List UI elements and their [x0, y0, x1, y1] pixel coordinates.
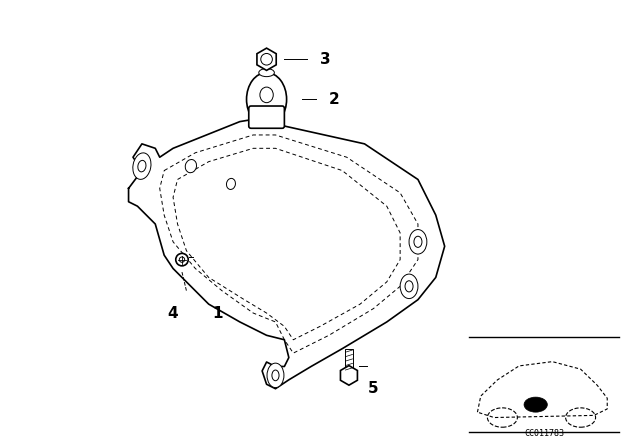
Ellipse shape: [227, 178, 236, 190]
Ellipse shape: [133, 153, 151, 179]
Ellipse shape: [400, 274, 418, 298]
Polygon shape: [129, 117, 445, 389]
Circle shape: [260, 53, 273, 65]
FancyBboxPatch shape: [249, 106, 284, 128]
Text: 1: 1: [212, 306, 223, 321]
Ellipse shape: [267, 363, 284, 388]
Text: 4: 4: [168, 306, 179, 321]
Ellipse shape: [414, 236, 422, 247]
Text: CC011783: CC011783: [524, 429, 564, 438]
Circle shape: [566, 408, 596, 427]
Ellipse shape: [138, 160, 146, 172]
Text: 5: 5: [368, 381, 379, 396]
Ellipse shape: [246, 73, 287, 126]
Ellipse shape: [272, 370, 279, 381]
Ellipse shape: [260, 87, 273, 103]
Circle shape: [524, 397, 547, 412]
Ellipse shape: [409, 229, 427, 254]
Text: 3: 3: [320, 52, 331, 67]
Ellipse shape: [405, 281, 413, 292]
Ellipse shape: [176, 254, 188, 266]
Ellipse shape: [185, 159, 196, 173]
Ellipse shape: [259, 69, 275, 77]
Circle shape: [488, 408, 517, 427]
Ellipse shape: [179, 257, 185, 262]
Text: 2: 2: [329, 92, 340, 107]
FancyBboxPatch shape: [346, 349, 353, 373]
